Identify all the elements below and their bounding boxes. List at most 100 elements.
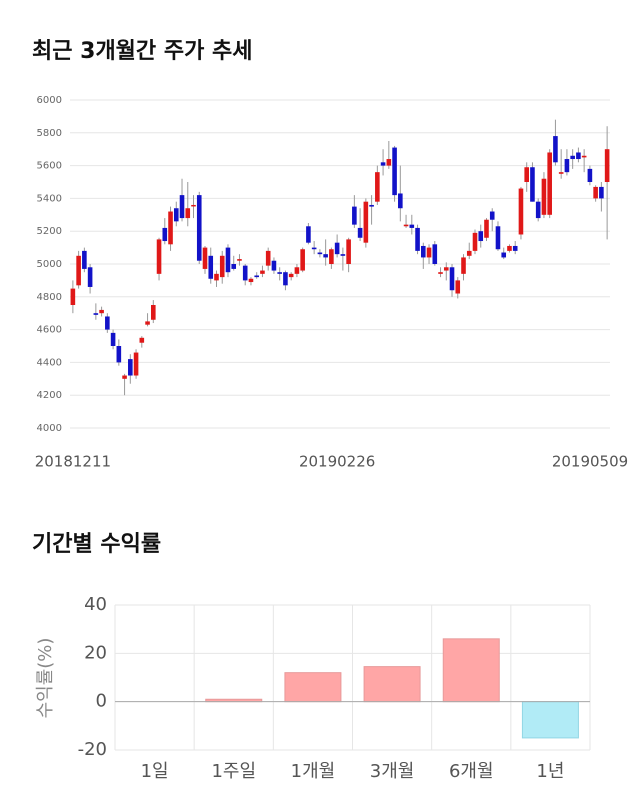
candle-body [254, 275, 259, 278]
candle-body [162, 227, 168, 242]
candle-body [231, 264, 237, 269]
candle-body [116, 346, 122, 363]
candle-body [472, 232, 478, 251]
candle-body [329, 249, 334, 264]
candle-body [334, 242, 340, 255]
candle-body [214, 273, 219, 281]
candle-body [99, 309, 104, 314]
y-tick-label: 5800 [37, 128, 62, 139]
candle-body [76, 255, 81, 286]
x-tick-label: 6개월 [449, 761, 494, 782]
candle-body [392, 147, 397, 196]
x-tick-label: 20190509 [552, 453, 628, 471]
candle-body [507, 245, 512, 251]
y-tick-label: 5400 [37, 193, 62, 204]
candle-body [478, 231, 484, 242]
y-tick-label: 5000 [37, 259, 62, 270]
candle-body [323, 254, 328, 258]
candle-body [196, 195, 202, 261]
x-tick-label: 20181211 [35, 453, 111, 471]
candle-body [426, 247, 432, 258]
candle-body [558, 172, 564, 174]
candle-body [564, 159, 570, 173]
y-tick-label: 4400 [37, 357, 62, 368]
y-tick-label: 20 [84, 642, 107, 663]
x-tick-label: 20190226 [299, 453, 375, 471]
candle-body [151, 305, 156, 320]
candle-body [604, 149, 610, 182]
y-tick-label: 5600 [37, 161, 62, 172]
candle-body [133, 352, 139, 376]
candle-body [512, 245, 518, 251]
candle-body [185, 208, 191, 219]
y-tick-label: -20 [78, 739, 107, 760]
candle-body [581, 155, 587, 158]
candle-body [202, 247, 208, 269]
x-tick-label: 1일 [141, 761, 169, 782]
candle-body [248, 278, 254, 283]
candle-body [386, 159, 392, 166]
y-tick-label: 4200 [37, 390, 62, 401]
candle-body [501, 252, 507, 258]
candle-body [283, 272, 288, 286]
candle-body [191, 204, 196, 207]
candle-body [260, 270, 265, 274]
candle-body [570, 155, 575, 160]
candle-body [352, 206, 357, 225]
y-axis-label: 수익률(%) [35, 638, 56, 719]
candle-body [466, 250, 472, 256]
candle-body [265, 250, 271, 266]
candle-body [530, 167, 535, 202]
candle-body [484, 219, 489, 238]
candle-body [87, 267, 93, 287]
candle-body [340, 254, 346, 256]
candle-body [369, 204, 374, 207]
candle-body [449, 267, 455, 291]
y-tick-label: 6000 [37, 95, 62, 106]
candle-body [311, 247, 317, 250]
candle-body [547, 152, 552, 215]
bar [442, 638, 500, 703]
candle-body [432, 244, 438, 264]
candle-body [409, 224, 415, 228]
candle-body [242, 265, 248, 281]
y-tick-label: 4000 [37, 423, 62, 434]
candle-body [553, 136, 558, 163]
candle-body [541, 178, 547, 215]
bar [363, 666, 421, 703]
x-tick-label: 1년 [536, 761, 564, 782]
candle-body [489, 211, 495, 220]
candle-body [461, 257, 466, 274]
candle-body [403, 224, 409, 227]
x-tick-label: 1주일 [211, 761, 256, 782]
candle-body [237, 259, 242, 261]
candle-body [110, 332, 116, 346]
candle-body [535, 201, 541, 219]
candle-body [156, 239, 162, 274]
candle-body [455, 280, 461, 294]
y-tick-label: 4600 [37, 325, 62, 336]
candle-body [208, 255, 214, 279]
chart-title: 최근 3개월간 주가 추세 [32, 39, 252, 64]
candle-body [363, 201, 369, 243]
candle-body [380, 162, 386, 166]
y-tick-label: 5200 [37, 226, 62, 237]
candle-body [398, 193, 403, 209]
candle-body [145, 321, 150, 325]
candle-body [139, 337, 145, 343]
candle-body [443, 267, 449, 271]
candle-body [70, 288, 76, 305]
candle-body [173, 208, 179, 222]
candle-body [306, 226, 311, 243]
candle-body [105, 316, 110, 330]
x-tick-label: 1개월 [291, 761, 336, 782]
candle-body [415, 227, 420, 251]
candle-body [271, 260, 277, 271]
candle-body [168, 211, 173, 245]
chart-title: 기간별 수익률 [32, 532, 161, 557]
candle-body [122, 375, 127, 379]
y-tick-label: 40 [84, 594, 107, 615]
bar [284, 672, 342, 703]
candle-body [294, 267, 300, 274]
